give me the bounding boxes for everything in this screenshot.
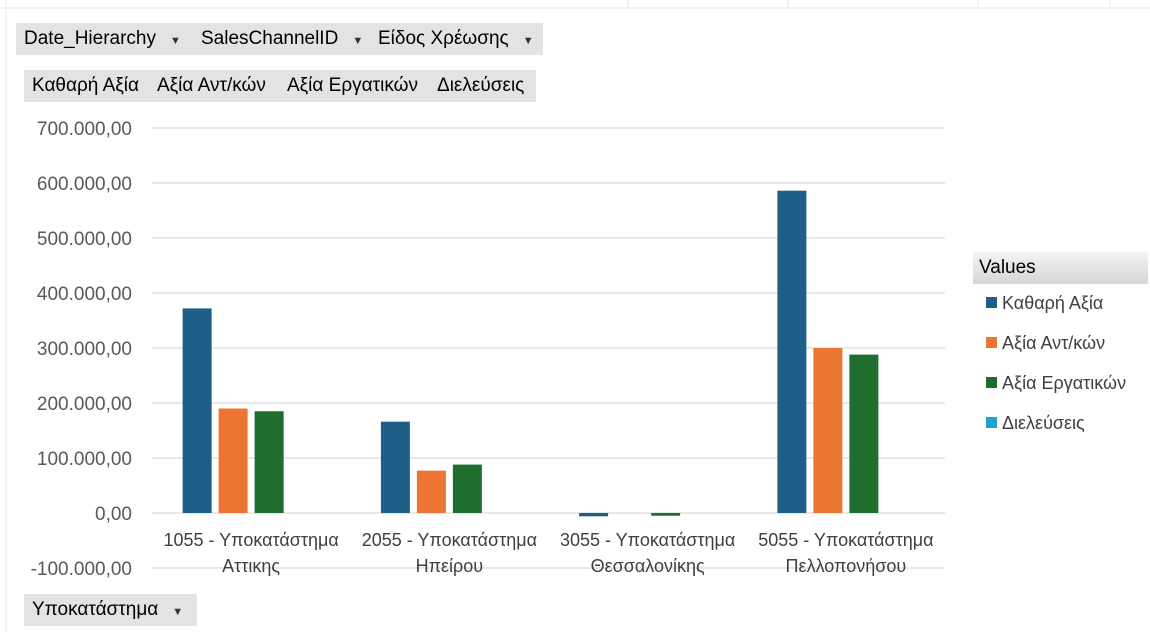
- bar[interactable]: [651, 513, 681, 516]
- bar[interactable]: [849, 354, 879, 513]
- legend-label: Αξία Αντ/κών: [1002, 333, 1106, 353]
- dropdown-arrow-icon: ▼: [170, 35, 181, 47]
- legend-title[interactable]: Values: [973, 252, 1148, 284]
- y-tick-label: 100.000,00: [37, 449, 132, 470]
- legend-item[interactable]: Καθαρή Αξία: [986, 293, 1103, 314]
- value-field-labor[interactable]: Αξία Εργατικών: [279, 70, 430, 102]
- value-field-label: Αξία Εργατικών: [287, 75, 418, 96]
- legend-swatch: [986, 336, 997, 348]
- filter-sales-channel[interactable]: SalesChannelID ▼: [193, 23, 371, 55]
- legend-item[interactable]: Αξία Αντ/κών: [986, 333, 1105, 354]
- dropdown-arrow-icon: ▼: [172, 606, 184, 618]
- bar[interactable]: [452, 464, 482, 513]
- legend-label: Αξία Εργατικών: [1002, 373, 1127, 393]
- x-tick-label: 3055 - Υποκατάστημα: [560, 530, 735, 550]
- x-tick-label: Αττικης: [222, 556, 280, 576]
- legend-label: Καθαρή Αξία: [1002, 293, 1104, 313]
- legend-label: Διελεύσεις: [1002, 413, 1085, 433]
- bar[interactable]: [182, 308, 212, 513]
- dropdown-arrow-icon: ▼: [352, 35, 364, 47]
- dropdown-arrow-icon: ▼: [522, 35, 534, 47]
- bar[interactable]: [813, 348, 843, 513]
- filter-charge-type[interactable]: Είδος Χρέωσης ▼: [370, 23, 544, 55]
- axis-field-label: Υποκατάστημα: [32, 599, 159, 620]
- y-tick-label: 400.000,00: [37, 284, 132, 305]
- x-tick-label: Πελλοπονήσου: [786, 556, 907, 576]
- y-tick-label: 700.000,00: [37, 119, 132, 140]
- y-tick-label: 200.000,00: [37, 394, 132, 415]
- y-tick-label: -100.000,00: [31, 559, 132, 580]
- x-tick-label: 1055 - Υποκατάστημα: [163, 530, 338, 550]
- legend-item[interactable]: Διελεύσεις: [986, 413, 1085, 434]
- legend-swatch: [986, 376, 997, 388]
- filter-label: Είδος Χρέωσης: [378, 28, 509, 49]
- bar[interactable]: [380, 421, 410, 513]
- value-field-parts[interactable]: Αξία Αντ/κών: [149, 70, 280, 102]
- value-field-passes[interactable]: Διελεύσεις: [429, 70, 537, 102]
- x-tick-label: Ηπείρου: [416, 556, 484, 576]
- legend-item[interactable]: Αξία Εργατικών: [986, 373, 1126, 394]
- legend-swatch: [986, 416, 997, 428]
- filter-date-hierarchy[interactable]: Date_Hierarchy ▼: [16, 23, 194, 55]
- value-field-net[interactable]: Καθαρή Αξία: [24, 70, 150, 102]
- value-field-label: Διελεύσεις: [437, 75, 525, 96]
- x-tick-label: Θεσσαλονίκης: [591, 556, 705, 576]
- y-tick-label: 0,00: [95, 504, 132, 525]
- bar[interactable]: [579, 513, 609, 517]
- axis-field-branch[interactable]: Υποκατάστημα ▼: [24, 594, 198, 626]
- bar[interactable]: [254, 411, 284, 513]
- value-field-label: Αξία Αντ/κών: [157, 75, 266, 96]
- filter-label: Date_Hierarchy: [24, 28, 156, 49]
- bar[interactable]: [416, 470, 446, 513]
- legend-swatch: [986, 296, 997, 308]
- bar[interactable]: [218, 408, 248, 514]
- y-tick-label: 600.000,00: [37, 174, 132, 195]
- y-tick-label: 500.000,00: [37, 229, 132, 250]
- x-tick-label: 5055 - Υποκατάστημα: [758, 530, 933, 550]
- y-tick-label: 300.000,00: [37, 339, 132, 360]
- value-field-label: Καθαρή Αξία: [32, 75, 139, 96]
- bar[interactable]: [777, 190, 807, 513]
- x-tick-label: 2055 - Υποκατάστημα: [362, 530, 537, 550]
- filter-label: SalesChannelID: [201, 28, 339, 49]
